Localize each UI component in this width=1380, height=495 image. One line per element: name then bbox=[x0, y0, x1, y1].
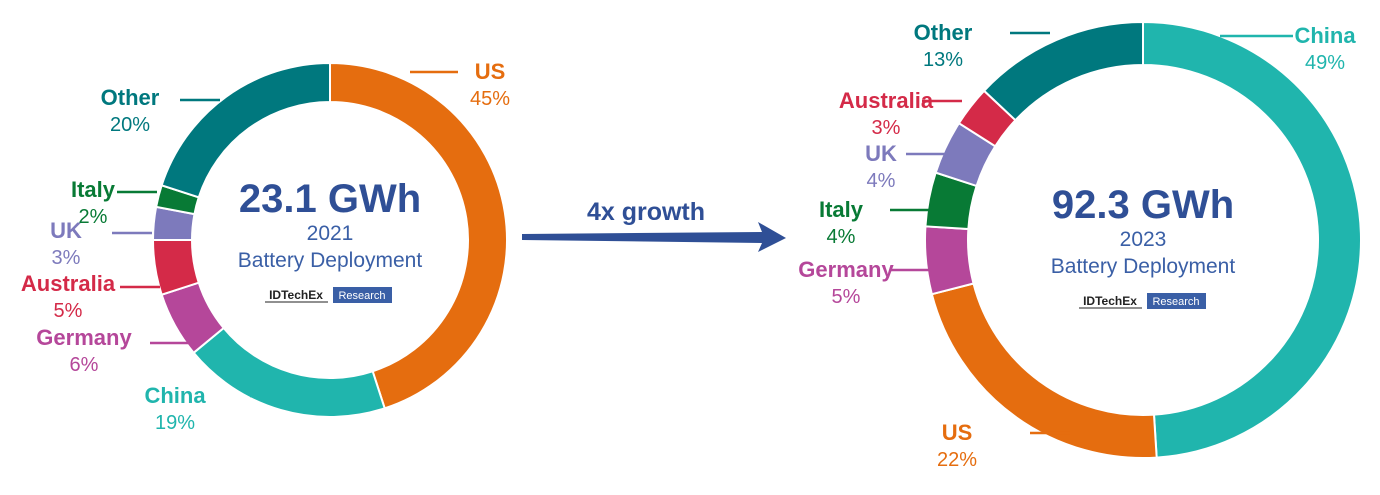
logo-brand: IDTechEx bbox=[1083, 294, 1137, 308]
slice-label-other: Other bbox=[101, 85, 160, 110]
center-subtitle-2023: Battery Deployment bbox=[1051, 255, 1236, 278]
donut-chart-2021: US 45% China 19% Germany 6% Australia 5% UK 3% Ita… bbox=[21, 59, 510, 434]
slice-us bbox=[329, 61, 508, 410]
slice-label-uk: UK bbox=[865, 141, 897, 166]
slice-germany bbox=[924, 225, 975, 296]
slice-china bbox=[1142, 20, 1363, 459]
slice-label-us: US bbox=[942, 420, 973, 445]
slice-label-australia: Australia bbox=[839, 88, 934, 113]
logo-tag: Research bbox=[338, 290, 385, 302]
slice-pct-italy: 2% bbox=[79, 206, 108, 228]
slice-pct-germany: 6% bbox=[70, 354, 99, 376]
logo-brand: IDTechEx bbox=[269, 288, 323, 302]
center-subtitle-2021: Battery Deployment bbox=[238, 249, 423, 272]
slice-label-italy: Italy bbox=[819, 197, 864, 222]
slice-label-uk: UK bbox=[50, 218, 82, 243]
slice-pct-us: 45% bbox=[470, 88, 510, 110]
slice-pct-china: 49% bbox=[1305, 52, 1345, 74]
slice-pct-australia: 3% bbox=[872, 117, 901, 139]
slice-pct-australia: 5% bbox=[54, 300, 83, 322]
center-year-2021: 2021 bbox=[307, 222, 354, 245]
center-label-2023: 92.3 GWh 2023 Battery Deployment IDTechE… bbox=[1051, 183, 1236, 309]
slice-label-other: Other bbox=[914, 20, 973, 45]
slice-label-australia: Australia bbox=[21, 271, 116, 296]
slice-pct-other: 13% bbox=[923, 49, 963, 71]
slice-label-italy: Italy bbox=[71, 177, 116, 202]
slice-pct-italy: 4% bbox=[827, 226, 856, 248]
slice-label-germany: Germany bbox=[798, 257, 894, 282]
slice-china bbox=[192, 326, 386, 418]
slice-pct-china: 19% bbox=[155, 412, 195, 434]
slice-label-china: China bbox=[144, 383, 206, 408]
donut-chart-2023: China49%US22%Germany5%Italy4%UK4%Austral… bbox=[798, 20, 1363, 471]
center-year-2023: 2023 bbox=[1120, 228, 1167, 251]
center-total-2021: 23.1 GWh bbox=[239, 177, 421, 221]
center-label-2021: 23.1 GWh 2021 Battery Deployment IDTechE… bbox=[238, 177, 423, 303]
growth-label: 4x growth bbox=[587, 198, 705, 226]
slice-label-germany: Germany bbox=[36, 325, 132, 350]
growth-arrow: 4x growth bbox=[522, 198, 786, 252]
logo-tag: Research bbox=[1152, 296, 1199, 308]
slice-label-china: China bbox=[1294, 23, 1356, 48]
slice-other bbox=[982, 20, 1144, 122]
slice-pct-germany: 5% bbox=[832, 286, 861, 308]
slice-label-us: US bbox=[475, 59, 506, 84]
slice-pct-other: 20% bbox=[110, 114, 150, 136]
slice-pct-uk: 3% bbox=[52, 247, 81, 269]
idtechex-logo: IDTechEx Research bbox=[1079, 293, 1206, 309]
slice-other bbox=[160, 61, 331, 199]
center-total-2023: 92.3 GWh bbox=[1052, 183, 1234, 227]
idtechex-logo: IDTechEx Research bbox=[265, 287, 392, 303]
slice-pct-uk: 4% bbox=[867, 170, 896, 192]
slice-pct-us: 22% bbox=[937, 449, 977, 471]
